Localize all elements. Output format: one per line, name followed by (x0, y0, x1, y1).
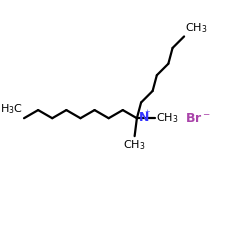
Text: CH$_3$: CH$_3$ (123, 138, 146, 152)
Text: Br$^-$: Br$^-$ (185, 112, 211, 125)
Text: CH$_3$: CH$_3$ (156, 111, 178, 125)
Text: N: N (139, 110, 149, 124)
Text: H$_3$C: H$_3$C (0, 102, 23, 116)
Text: CH$_3$: CH$_3$ (185, 22, 208, 35)
Text: $^+$: $^+$ (143, 110, 152, 120)
